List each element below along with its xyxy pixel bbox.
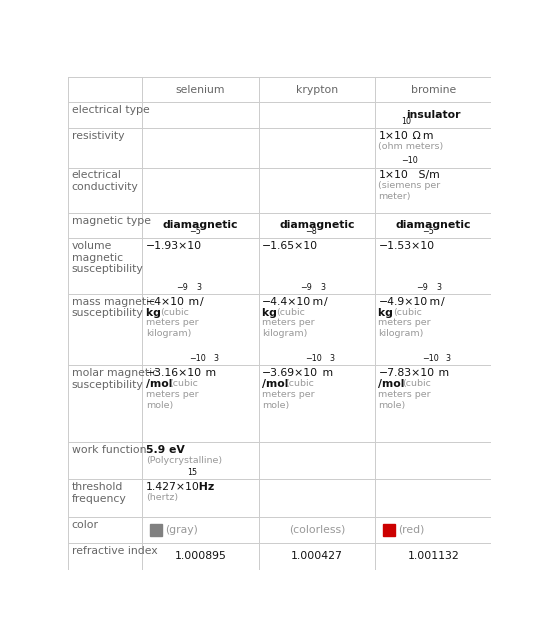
Text: −1.53×10: −1.53×10 (378, 241, 435, 251)
Text: threshold
frequency: threshold frequency (72, 483, 126, 504)
Text: −3.16×10: −3.16×10 (146, 369, 202, 378)
Text: −5: −5 (422, 227, 434, 236)
Text: 3: 3 (437, 283, 442, 292)
Text: m: m (426, 297, 440, 307)
Text: meters per: meters per (146, 390, 198, 399)
Text: electrical
conductivity: electrical conductivity (72, 170, 138, 192)
Text: meters per: meters per (262, 318, 314, 328)
Text: meters per: meters per (262, 390, 314, 399)
Text: (Polycrystalline): (Polycrystalline) (146, 456, 222, 465)
Text: /mol: /mol (146, 379, 176, 389)
Text: −4.4×10: −4.4×10 (262, 297, 311, 307)
Text: mass magnetic
susceptibility: mass magnetic susceptibility (72, 297, 155, 318)
Text: /: / (324, 297, 328, 307)
Text: work function: work function (72, 445, 146, 455)
Text: 3: 3 (329, 354, 335, 363)
Text: magnetic type: magnetic type (72, 216, 151, 225)
Text: meters per: meters per (378, 390, 431, 399)
Text: m: m (318, 369, 333, 378)
Text: /mol: /mol (378, 379, 408, 389)
Text: −9: −9 (176, 283, 188, 292)
Text: m: m (185, 297, 199, 307)
Text: 5.9 eV: 5.9 eV (146, 445, 185, 455)
Text: −9: −9 (300, 283, 312, 292)
Text: krypton: krypton (296, 84, 338, 95)
Text: bromine: bromine (411, 84, 456, 95)
Text: (cubic: (cubic (160, 308, 189, 317)
Text: diamagnetic: diamagnetic (279, 220, 354, 230)
Text: (hertz): (hertz) (146, 493, 178, 502)
Text: (siemens per: (siemens per (378, 181, 441, 190)
Text: (cubic: (cubic (169, 379, 198, 388)
Text: m: m (310, 297, 324, 307)
Text: (cubic: (cubic (402, 379, 431, 388)
Text: −1.93×10: −1.93×10 (146, 241, 202, 251)
Text: /: / (441, 297, 444, 307)
Text: kilogram): kilogram) (262, 329, 307, 339)
Text: −3.69×10: −3.69×10 (262, 369, 318, 378)
Text: meters per: meters per (146, 318, 198, 328)
Text: −10: −10 (401, 156, 418, 165)
Text: mole): mole) (378, 401, 406, 410)
Text: kilogram): kilogram) (378, 329, 424, 339)
Text: kilogram): kilogram) (146, 329, 191, 339)
Text: selenium: selenium (176, 84, 225, 95)
Text: meters per: meters per (378, 318, 431, 328)
Text: −10: −10 (189, 354, 206, 363)
Text: −8: −8 (306, 227, 317, 236)
Text: diamagnetic: diamagnetic (163, 220, 238, 230)
Text: kg: kg (146, 308, 164, 317)
Text: (cubic: (cubic (393, 308, 422, 317)
Text: (colorless): (colorless) (289, 525, 345, 535)
Text: resistivity: resistivity (72, 131, 124, 141)
Text: refractive index: refractive index (72, 546, 157, 556)
Text: 1.001132: 1.001132 (407, 551, 459, 561)
Text: m: m (202, 369, 216, 378)
Text: kg: kg (262, 308, 281, 317)
Text: 1×10: 1×10 (378, 170, 408, 180)
Text: Ω m: Ω m (410, 131, 434, 141)
Text: (red): (red) (398, 525, 424, 535)
Text: (cubic: (cubic (286, 379, 314, 388)
Text: diamagnetic: diamagnetic (395, 220, 471, 230)
Text: 3: 3 (196, 283, 201, 292)
Text: meter): meter) (378, 192, 411, 201)
Bar (383, 524, 395, 536)
Bar (150, 524, 162, 536)
Text: 1.427×10: 1.427×10 (146, 483, 199, 492)
Text: 1.000427: 1.000427 (291, 551, 343, 561)
Text: m: m (435, 369, 449, 378)
Text: color: color (72, 520, 99, 529)
Text: molar magnetic
susceptibility: molar magnetic susceptibility (72, 369, 158, 390)
Text: mole): mole) (146, 401, 173, 410)
Text: (ohm meters): (ohm meters) (378, 141, 444, 150)
Text: 3: 3 (213, 354, 218, 363)
Text: insulator: insulator (406, 110, 460, 120)
Text: kg: kg (378, 308, 397, 317)
Text: electrical type: electrical type (72, 105, 150, 115)
Text: S/m: S/m (414, 170, 440, 180)
Text: volume
magnetic
susceptibility: volume magnetic susceptibility (72, 241, 144, 274)
Text: 3: 3 (321, 283, 325, 292)
Text: −4.9×10: −4.9×10 (378, 297, 428, 307)
Text: −7.83×10: −7.83×10 (378, 369, 435, 378)
Text: (cubic: (cubic (276, 308, 305, 317)
Text: /mol: /mol (262, 379, 292, 389)
Text: Hz: Hz (195, 483, 215, 492)
Text: mole): mole) (262, 401, 289, 410)
Text: 1×10: 1×10 (378, 131, 408, 141)
Text: −4×10: −4×10 (146, 297, 185, 307)
Text: −10: −10 (306, 354, 322, 363)
Text: (gray): (gray) (165, 525, 198, 535)
Text: 3: 3 (446, 354, 451, 363)
Text: 15: 15 (187, 468, 198, 477)
Text: 10: 10 (401, 116, 412, 125)
Text: −10: −10 (422, 354, 438, 363)
Text: −9: −9 (417, 283, 429, 292)
Text: −5: −5 (189, 227, 201, 236)
Text: −1.65×10: −1.65×10 (262, 241, 318, 251)
Text: /: / (200, 297, 204, 307)
Text: 1.000895: 1.000895 (175, 551, 227, 561)
